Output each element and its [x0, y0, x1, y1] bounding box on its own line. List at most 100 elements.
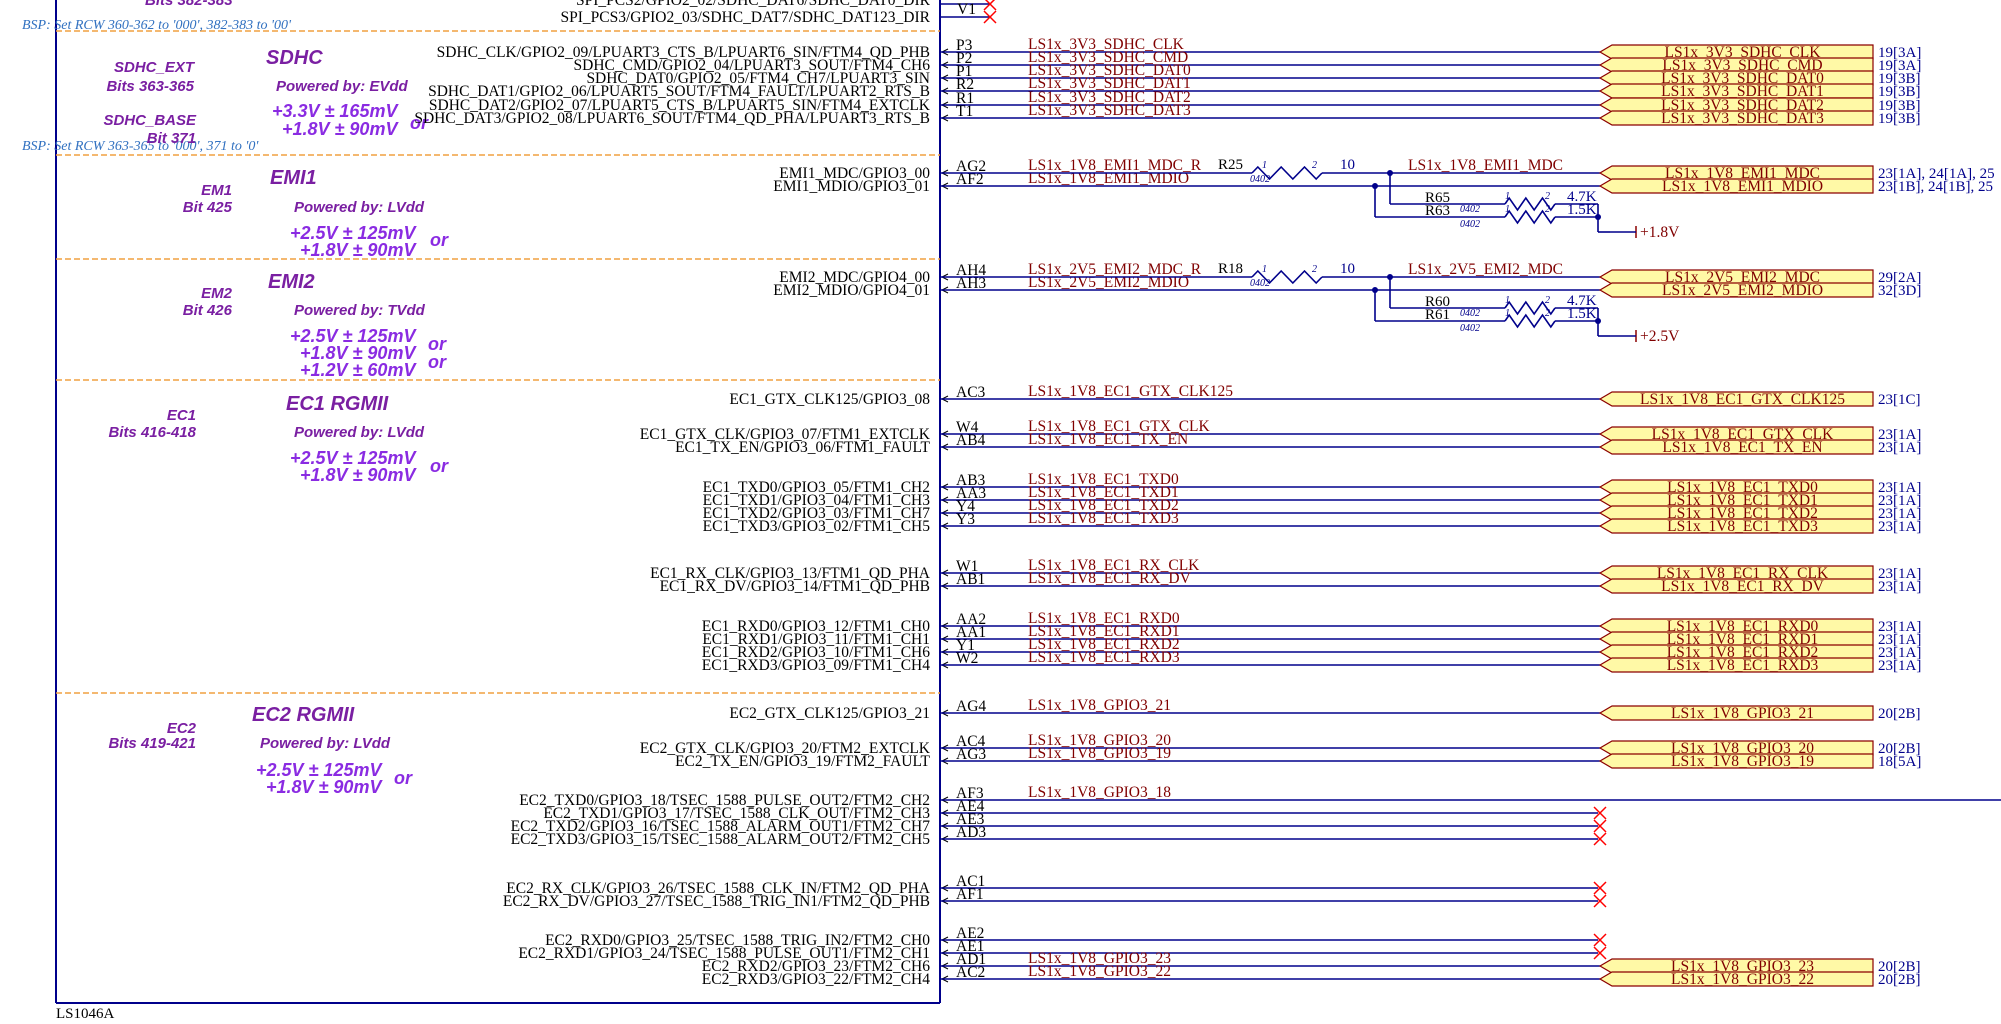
pin-number: AD3 [956, 824, 986, 841]
port-label: LS1x_1V8_EC1_GTX_CLK [1652, 426, 1835, 443]
port-shape [1598, 269, 1874, 285]
net-label: LS1x_1V8_GPIO3_21 [1028, 697, 1171, 714]
section-note: Bit 426 [183, 302, 233, 319]
resistor-value: 1.5K [1567, 202, 1597, 218]
section-note: Bits 363-365 [106, 78, 194, 95]
pin-label: EMI1_MDIO/GPIO3_01 [773, 178, 930, 195]
pin-label: EC1_TXD3/GPIO3_02/FTM1_CH5 [703, 518, 931, 535]
bsp-note-2: BSP: Set RCW 363-365 to '000', 371 to '0… [22, 139, 259, 154]
port-label: LS1x_1V8_GPIO3_20 [1671, 740, 1814, 757]
port-shape [1598, 644, 1874, 660]
port-label: LS1x_1V8_EC1_RXD2 [1667, 644, 1819, 661]
section-title-emi2: EMI2 [268, 271, 315, 293]
net-label: LS1x_1V8_GPIO3_23 [1028, 950, 1171, 967]
port-label: LS1x_1V8_EC1_TXD1 [1667, 492, 1818, 509]
voltage-or: or [410, 113, 429, 133]
resistor-ref: R61 [1425, 307, 1450, 323]
pin-row: EC2_TXD3/GPIO3_15/TSEC_1588_ALARM_OUT2/F… [511, 824, 1607, 848]
pin-row: SDHC_DAT2/GPIO2_07/LPUART5_CTS_B/LPUART5… [429, 89, 1921, 114]
port-label: LS1x_1V8_EC1_RXD1 [1667, 631, 1819, 648]
port-shape [1598, 439, 1874, 455]
sheet-ref: 23[1A] [1878, 579, 1921, 595]
pin-number: AC2 [956, 964, 985, 981]
pin-number: R1 [956, 90, 974, 107]
port-shape [1598, 565, 1874, 581]
resistor-pin: 1 [1505, 295, 1510, 306]
resistor-value: 4.7K [1567, 189, 1597, 205]
pin-label: EC2_TXD3/GPIO3_15/TSEC_1588_ALARM_OUT2/F… [511, 831, 931, 848]
pin-label: EC1_TXD2/GPIO3_03/FTM1_CH7 [703, 505, 931, 522]
voltage-option: +2.5V ± 125mV [290, 223, 417, 243]
pin-row: EC2_RXD2/GPIO3_23/FTM2_CH6 AD1 LS1x_1V8_GP… [702, 950, 1921, 975]
port-shape [1598, 165, 1874, 181]
pin-label: EC2_RXD3/GPIO3_22/FTM2_CH4 [702, 971, 930, 988]
resistor-package: 0402 [1460, 308, 1480, 319]
bsp-note-1: BSP: Set RCW 360-362 to '000', 382-383 t… [22, 18, 292, 33]
pin-row: EMI1_MDC/GPIO3_00 AG2 LS1x_1V8_EMI1_MDC_R [779, 157, 1201, 182]
powered-by: Powered by: LVdd [294, 424, 425, 441]
port-shape [1598, 492, 1874, 508]
pin-row: EC2_RX_CLK/GPIO3_26/TSEC_1588_CLK_IN/FTM… [506, 873, 1607, 897]
net-label: LS1x_1V8_EC1_RX_DV [1028, 570, 1192, 587]
sheet-ref: 23[1C] [1878, 392, 1921, 408]
pin-number: AG4 [956, 698, 986, 715]
pin-label: EC1_RX_DV/GPIO3_14/FTM1_QD_PHB [660, 578, 930, 595]
power-rail-label: +1.8V [1640, 224, 1680, 241]
pin-row: SDHC_CLK/GPIO2_09/LPUART3_CTS_B/LPUART6_… [437, 36, 1922, 61]
resistor [1504, 300, 1556, 316]
powered-by: Powered by: TVdd [294, 302, 426, 319]
port-label: LS1x_1V8_EC1_TX_EN [1662, 439, 1822, 456]
sheet-ref: 23[1A] [1878, 645, 1921, 661]
pin-row: EC2_TXD2/GPIO3_16/TSEC_1588_ALARM_OUT1/F… [511, 811, 1607, 835]
pin-number: W1 [956, 558, 978, 575]
pin-label: EC1_TXD1/GPIO3_04/FTM1_CH3 [703, 492, 931, 509]
pin-row: EC1_RXD2/GPIO3_10/FTM1_CH6 Y1 LS1x_1V8_EC1… [702, 636, 1922, 661]
pin-number: Y3 [956, 511, 975, 528]
pin-row: EC2_RXD3/GPIO3_22/FTM2_CH4 AC2 LS1x_1V8_GP… [702, 963, 1921, 988]
pin-row: EC1_RX_DV/GPIO3_14/FTM1_QD_PHB AB1 LS1x_1V… [660, 570, 1922, 595]
voltage-option: +2.5V ± 125mV [290, 448, 417, 468]
port-shape [1598, 44, 1874, 60]
pin-number: Y4 [956, 498, 975, 515]
pin-number: P1 [956, 63, 972, 80]
pin-number: AE3 [956, 811, 985, 828]
voltage-or: or [428, 334, 447, 354]
resistor-value: 10 [1340, 157, 1355, 173]
pin-row: SDHC_DAT1/GPIO2_06/LPUART5_SOUT/FTM4_FAU… [428, 75, 1920, 100]
sheet-ref: 19[3B] [1878, 84, 1921, 100]
pin-row: EC1_RXD0/GPIO3_12/FTM1_CH0 AA2 LS1x_1V8_EC… [702, 610, 1922, 635]
pin-number: AA3 [956, 485, 986, 502]
port-shape [1598, 426, 1874, 442]
pin-row: EC1_TXD2/GPIO3_03/FTM1_CH7 Y4 LS1x_1V8_EC1… [703, 497, 1922, 522]
resistor-pin: 1 [1262, 264, 1267, 275]
port-label: LS1x_3V3_SDHC_DAT3 [1661, 110, 1824, 127]
sheet-ref: 23[1A] [1878, 480, 1921, 496]
pin-number: AF2 [956, 171, 984, 188]
port-label: LS1x_1V8_EC1_GTX_CLK125 [1640, 391, 1845, 408]
resistor-pin: 1 [1505, 308, 1510, 319]
pin-number: R2 [956, 76, 974, 93]
sheet-ref: 19[3A] [1878, 58, 1921, 74]
section-note: Bit 371 [147, 130, 196, 147]
sheet-ref: 23[1A] [1878, 619, 1921, 635]
pin-label: EC1_RX_CLK/GPIO3_13/FTM1_QD_PHA [650, 565, 931, 582]
pin-label: EC2_RXD0/GPIO3_25/TSEC_1588_TRIG_IN2/FTM… [545, 932, 930, 949]
port-label: LS1x_1V8_EC1_RXD3 [1667, 657, 1819, 674]
port-label: LS1x_1V8_GPIO3_19 [1671, 753, 1814, 770]
pin-label: EMI1_MDC/GPIO3_00 [779, 165, 930, 182]
port-label: LS1x_1V8_GPIO3_21 [1671, 705, 1814, 722]
pin-number: AH3 [956, 275, 986, 292]
section-note: SDHC_BASE [103, 112, 197, 129]
pin-row: EC2_TXD1/GPIO3_17/TSEC_1588_CLK_OUT/FTM2… [543, 798, 1607, 822]
port-label: LS1x_1V8_EMI1_MDC [1665, 165, 1820, 182]
net-label: LS1x_1V8_GPIO3_18 [1028, 784, 1171, 801]
net-label: LS1x_1V8_EC1_TXD1 [1028, 484, 1179, 501]
resistor-pin: 2 [1545, 308, 1550, 319]
pin-number: T1 [956, 103, 973, 120]
sheet-ref: 23[1A] [1878, 519, 1921, 535]
pin-label: SDHC_CMD/GPIO2_04/LPUART3_SOUT/FTM4_CH6 [574, 57, 931, 74]
resistor-package: 0402 [1460, 219, 1480, 230]
voltage-option: +1.8V ± 90mV [300, 343, 417, 363]
pin-row: EC2_RXD0/GPIO3_25/TSEC_1588_TRIG_IN2/FTM… [545, 925, 1607, 949]
